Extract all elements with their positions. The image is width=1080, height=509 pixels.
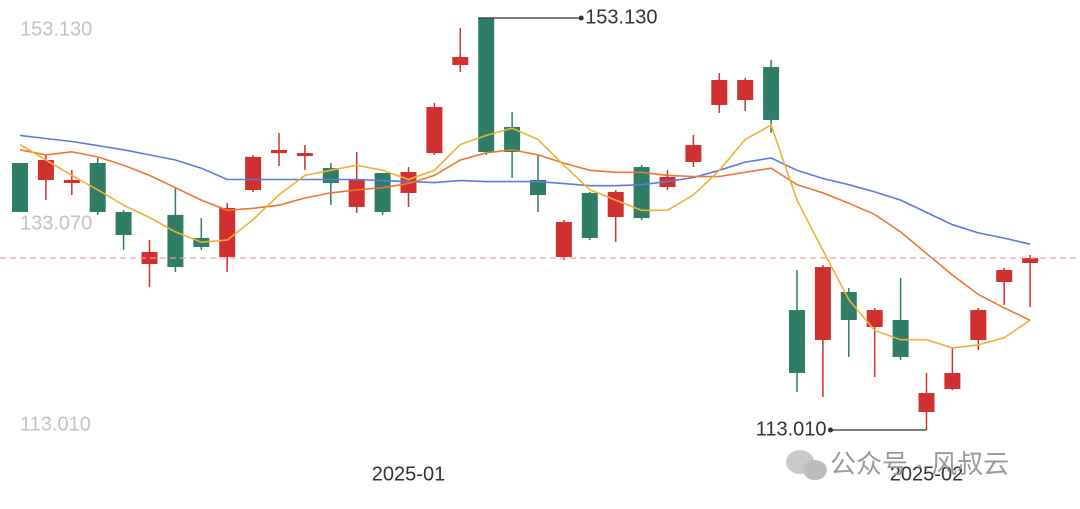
candle-body	[271, 149, 287, 154]
candle-body	[944, 373, 961, 390]
candle-body	[918, 393, 935, 413]
candle-body	[504, 126, 521, 153]
candle-body	[530, 179, 546, 196]
y-tick-label: 153.130	[20, 18, 92, 40]
y-tick-label: 113.010	[20, 413, 91, 435]
candle-body	[633, 167, 650, 219]
candle-body	[348, 179, 365, 207]
watermark: 公众号 · 风叔云	[786, 449, 1009, 480]
candle-body	[12, 163, 28, 212]
watermark-text: 公众号 · 风叔云	[830, 449, 1009, 479]
candle-body	[37, 160, 54, 180]
candle-body	[970, 310, 987, 341]
max-label: 153.130	[585, 6, 657, 28]
candle-body	[1022, 257, 1039, 264]
ma-line	[19, 148, 1031, 321]
wechat-icon	[803, 460, 827, 480]
candle-body	[219, 207, 236, 257]
candle-body	[763, 66, 780, 120]
min-dot	[828, 427, 833, 433]
candle-body	[892, 320, 909, 357]
candle-body	[814, 267, 831, 341]
y-tick-label: 133.070	[20, 212, 92, 234]
candle-body	[996, 270, 1013, 283]
candle-body	[426, 107, 443, 154]
candle-body	[866, 310, 883, 327]
min-label: 113.010	[756, 418, 827, 440]
candle-body	[789, 310, 805, 374]
candle-body	[711, 80, 728, 105]
candle-body	[141, 252, 158, 265]
candle-body	[89, 163, 106, 212]
ma-line	[19, 123, 1031, 349]
candle-body	[245, 156, 262, 191]
candle-body	[737, 80, 754, 101]
candle-body	[63, 179, 80, 184]
max-dot	[578, 15, 584, 21]
candle-body	[478, 18, 495, 153]
x-tick-label: 2025-02	[890, 463, 963, 485]
ma-line	[19, 134, 1031, 245]
candle-body	[452, 57, 469, 66]
candle-body	[296, 153, 313, 157]
candle-body	[115, 211, 132, 235]
candle-body	[840, 291, 857, 321]
candle-body	[607, 191, 624, 218]
candle-body	[167, 214, 184, 268]
candle-body	[374, 172, 391, 212]
candle-body	[555, 221, 572, 257]
x-tick-label: 2025-01	[372, 463, 445, 485]
candle-body	[685, 145, 702, 162]
candle-body	[581, 192, 598, 238]
